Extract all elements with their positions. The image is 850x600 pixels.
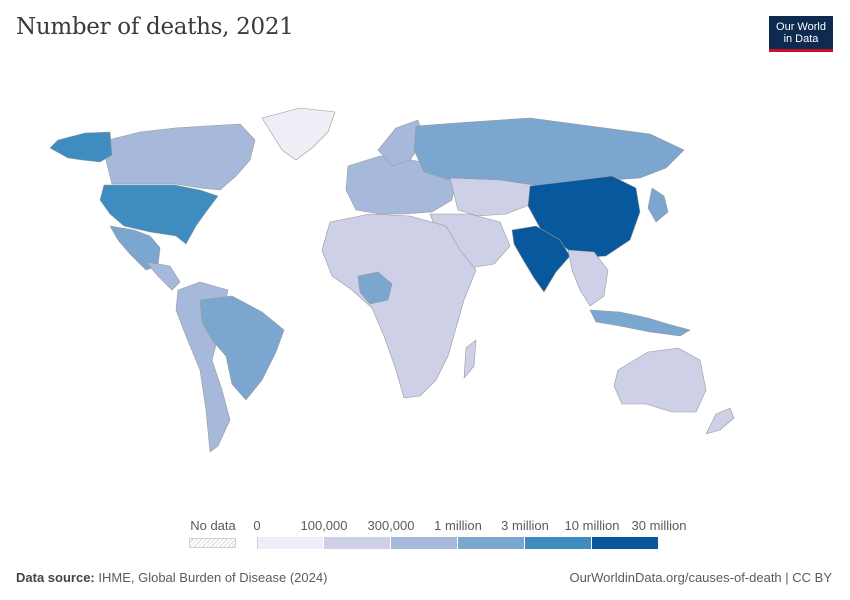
region-central-america [145,261,181,291]
chart-title: Number of deaths, 2021 [16,14,294,40]
source-url[interactable]: OurWorldinData.org/causes-of-death | CC … [569,570,832,585]
legend-bin[interactable] [257,537,324,549]
region-united-states [99,184,219,245]
legend-tick-label: 0 [253,518,261,533]
legend-bin[interactable] [592,537,659,549]
region-central-asia [449,177,541,217]
world-map[interactable] [0,95,850,465]
legend-tick-label: 3 million [501,518,549,533]
region-indonesia [589,309,691,337]
map-legend: No data 0 100,000 300,000 1 million 3 millio… [0,515,850,555]
region-brazil [199,295,285,401]
data-source: Data source: IHME, Global Burden of Dise… [16,570,327,585]
no-data-label: No data [190,518,236,533]
region-australia [613,347,707,413]
region-nigeria [357,271,393,305]
region-india [511,225,571,293]
legend-tick-label: 10 million [564,518,620,533]
region-alaska [49,131,113,163]
legend-bin[interactable] [324,537,391,549]
no-data-swatch [189,538,236,548]
owid-logo[interactable]: Our World in Data [769,16,833,52]
region-russia [413,117,685,187]
region-africa [321,213,477,399]
region-madagascar [463,339,477,379]
legend-tick-label: 30 million [631,518,687,533]
legend-bin[interactable] [458,537,525,549]
logo-line-2: in Data [783,33,819,45]
legend-tick-label: 1 million [434,518,482,533]
region-new-zealand [705,407,735,435]
region-canada [105,123,256,191]
data-source-label: Data source: [16,570,95,585]
logo-line-1: Our World [776,21,826,33]
legend-bin[interactable] [525,537,592,549]
region-southeast-asia [567,249,609,307]
legend-tick-label: 100,000 [300,518,348,533]
legend-bin[interactable] [391,537,458,549]
data-source-text[interactable]: IHME, Global Burden of Disease (2024) [98,570,328,585]
region-japan [647,187,669,223]
legend-tick-label: 300,000 [367,518,415,533]
region-greenland [261,107,336,161]
